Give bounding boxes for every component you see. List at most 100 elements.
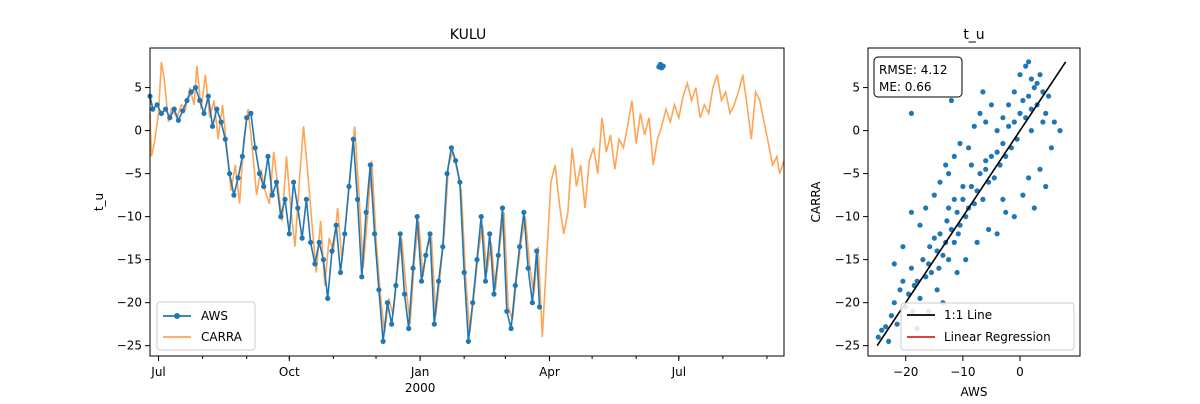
ts-ytick-label: −10 [117, 210, 142, 224]
aws-point [384, 300, 390, 306]
stats-box: RMSE: 4.12 ME: 0.66 [873, 56, 963, 98]
scatter-point [940, 252, 946, 258]
aws-point [299, 235, 305, 241]
scatter-point [983, 158, 989, 164]
aws-point [291, 179, 297, 185]
scatter-point [980, 196, 986, 202]
legend-regression-label: Linear Regression [944, 330, 1051, 344]
aws-point [414, 214, 420, 220]
scatter-point [1020, 192, 1026, 198]
aws-point [337, 269, 344, 276]
scatter-point [931, 192, 937, 198]
aws-point [372, 231, 378, 237]
rmse-label: RMSE: 4.12 [879, 63, 947, 77]
aws-point [188, 89, 194, 95]
scatter-point [1006, 102, 1012, 108]
scatter-point [1011, 214, 1017, 220]
scatter-point [928, 269, 935, 276]
scatter-point [994, 149, 1000, 155]
scatter-point [1017, 72, 1023, 78]
scatter-point [955, 231, 961, 237]
aws-point [180, 108, 186, 114]
scatter-point [1051, 119, 1057, 125]
scatter-point [963, 257, 969, 263]
me-label: ME: 0.66 [879, 80, 932, 94]
aws-point [423, 252, 429, 258]
aws-point [239, 153, 245, 159]
scatter-point [1037, 72, 1043, 78]
sc-xtick-label: −10 [950, 365, 975, 379]
scatter-point [934, 287, 940, 293]
scatter-point [988, 153, 995, 159]
scatter-point [1003, 209, 1009, 215]
aws-point [465, 338, 471, 344]
timeseries-title: KULU [450, 27, 486, 43]
sc-ytick-label: −5 [842, 167, 860, 181]
ts-ytick-label: 0 [134, 124, 142, 138]
scatter-point [946, 171, 952, 177]
timeseries-panel: KULU Jul Oct Jan Apr Jul 5 0 −5 −10 −15 −20 −25 t_u… [92, 27, 785, 395]
scatter-point [1040, 119, 1046, 125]
scatter-axes: −20 −10 0 5 0 −5 −10 −15 −20 −25 [835, 81, 1024, 379]
aws-point [359, 274, 365, 280]
scatter-point [886, 338, 892, 344]
scatter-point [879, 327, 885, 333]
sc-ytick-label: 0 [852, 124, 860, 138]
scatter-legend-box [900, 302, 1075, 351]
aws-point [354, 196, 361, 202]
aws-point [158, 110, 164, 116]
scatter-point [1000, 115, 1006, 121]
aws-series [147, 61, 666, 344]
scatter-point [883, 324, 889, 330]
scatter-point [888, 313, 895, 319]
aws-point [660, 63, 666, 69]
aws-point [491, 291, 497, 297]
timeseries-ylabel: t_u [92, 193, 106, 211]
scatter-point [1000, 196, 1006, 202]
scatter-legend: 1:1 Line Linear Regression [900, 302, 1075, 351]
scatter-point [983, 166, 989, 172]
aws-point [440, 244, 446, 250]
ts-xtick-label: Oct [279, 365, 300, 379]
aws-point [512, 282, 518, 289]
aws-point [474, 257, 480, 263]
ts-ytick-label: 5 [134, 81, 142, 95]
aws-point [482, 278, 489, 284]
scatter-point [1023, 63, 1029, 69]
aws-point [286, 231, 292, 237]
scatter-point [1037, 166, 1043, 172]
aws-point [499, 205, 506, 211]
scatter-title: t_u [963, 27, 984, 43]
aws-point [389, 321, 395, 327]
scatter-lines [876, 61, 1067, 347]
stats-box-frame [873, 56, 963, 98]
ts-xtick-label: Jul [671, 365, 686, 379]
aws-point [278, 214, 284, 220]
scatter-point [1031, 205, 1037, 211]
aws-point [536, 304, 543, 310]
scatter-point [1000, 140, 1006, 147]
scatter-point [908, 209, 915, 215]
aws-point [201, 110, 207, 116]
aws-point [444, 171, 450, 177]
aws-point [470, 300, 476, 306]
scatter-point [891, 300, 897, 306]
scatter-point [1043, 110, 1049, 116]
scatter-point [988, 102, 995, 108]
scatter-point [900, 278, 906, 284]
aws-point [312, 261, 318, 267]
scatter-point [897, 287, 903, 293]
scatter-point [983, 119, 989, 125]
scatter-point [946, 205, 952, 211]
aws-point [436, 278, 442, 284]
aws-point [316, 239, 322, 245]
ts-ytick-label: −5 [124, 167, 142, 181]
scatter-point [974, 239, 980, 245]
aws-point [525, 265, 531, 271]
aws-point [282, 196, 288, 202]
aws-point [303, 196, 309, 202]
aws-point [397, 231, 403, 237]
aws-point [376, 287, 382, 293]
sc-ytick-label: 5 [852, 81, 860, 95]
aws-point [295, 205, 301, 211]
